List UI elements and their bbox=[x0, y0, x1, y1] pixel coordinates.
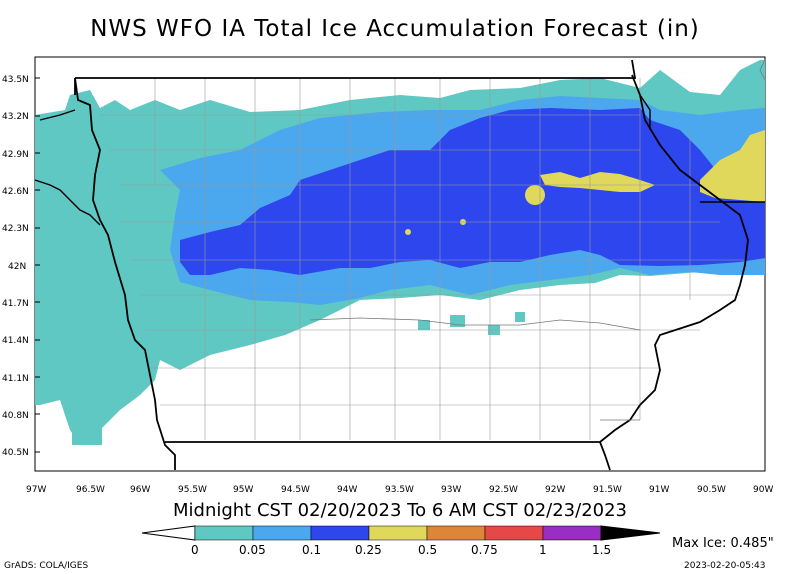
colorbar-swatch bbox=[252, 525, 312, 541]
lat-label: 41.1N bbox=[2, 374, 29, 384]
colorbar-label: 0.75 bbox=[471, 543, 498, 557]
lat-label: 43.5N bbox=[2, 75, 29, 85]
credit-text: GrADS: COLA/IGES bbox=[4, 561, 89, 571]
lon-label: 91.5W bbox=[593, 485, 622, 495]
map-title: NWS WFO IA Total Ice Accumulation Foreca… bbox=[90, 16, 700, 42]
colorbar-label: 1 bbox=[539, 543, 547, 557]
ice-patch bbox=[72, 397, 102, 445]
timestamp-text: 2023-02-20-05:43 bbox=[684, 561, 766, 571]
colorbar-swatch bbox=[310, 525, 370, 541]
lon-label: 97W bbox=[26, 485, 46, 495]
colorbar-swatch bbox=[542, 525, 602, 541]
lon-label: 94.5W bbox=[281, 485, 310, 495]
lon-label: 92W bbox=[545, 485, 565, 495]
lat-labels: 43.5N 43.2N 42.9N 42.6N 42.3N 42N 41.7N … bbox=[2, 75, 29, 458]
forecast-period: Midnight CST 02/20/2023 To 6 AM CST 02/2… bbox=[172, 500, 628, 521]
lat-label: 40.8N bbox=[2, 411, 29, 421]
max-ice-value: Max Ice: 0.485" bbox=[672, 536, 774, 551]
colorbar-label: 0.25 bbox=[355, 543, 382, 557]
lat-label: 41.7N bbox=[2, 299, 29, 309]
thin-borders bbox=[309, 59, 766, 421]
colorbar-right-arrow bbox=[600, 525, 661, 541]
lat-label: 42.3N bbox=[2, 224, 29, 234]
lat-label: 42.9N bbox=[2, 150, 29, 160]
lon-label: 90W bbox=[753, 485, 773, 495]
lat-label: 40.5N bbox=[2, 448, 29, 458]
colorbar-swatch bbox=[368, 525, 428, 541]
tick-marks bbox=[35, 77, 40, 453]
colorbar-label: 0 bbox=[191, 543, 199, 557]
colorbar-label: 1.5 bbox=[592, 543, 611, 557]
state-border bbox=[74, 59, 749, 471]
colorbar-swatch bbox=[484, 525, 544, 541]
lat-label: 42N bbox=[8, 262, 26, 272]
colorbar-swatch bbox=[426, 525, 486, 541]
lat-label: 41.4N bbox=[2, 336, 29, 346]
colorbar: 0 0.05 0.1 0.25 0.5 0.75 1 1.5 bbox=[141, 525, 661, 557]
lon-labels: 97W 96.5W 96W 95.5W 95W 94.5W 94W 93.5W … bbox=[26, 485, 773, 495]
colorbar-label: 0.05 bbox=[239, 543, 266, 557]
colorbar-label: 0.1 bbox=[302, 543, 321, 557]
colorbar-left-arrow bbox=[141, 525, 196, 541]
lon-label: 92.5W bbox=[489, 485, 518, 495]
lat-label: 42.6N bbox=[2, 187, 29, 197]
colorbar-swatch bbox=[194, 525, 254, 541]
ice-patch bbox=[418, 320, 430, 330]
lon-label: 96.5W bbox=[76, 485, 105, 495]
lon-label: 93W bbox=[441, 485, 461, 495]
lon-label: 93.5W bbox=[385, 485, 414, 495]
colorbar-label: 0.5 bbox=[418, 543, 437, 557]
lon-label: 96W bbox=[130, 485, 150, 495]
lon-label: 95W bbox=[233, 485, 253, 495]
ice-patch bbox=[35, 230, 85, 370]
lon-label: 95.5W bbox=[178, 485, 207, 495]
other-borders bbox=[34, 94, 765, 226]
lat-label: 43.2N bbox=[2, 112, 29, 122]
lon-label: 90.5W bbox=[697, 485, 726, 495]
lon-label: 91W bbox=[649, 485, 669, 495]
county-lines bbox=[100, 78, 745, 440]
lon-label: 94W bbox=[337, 485, 357, 495]
ice-patch bbox=[515, 312, 525, 322]
